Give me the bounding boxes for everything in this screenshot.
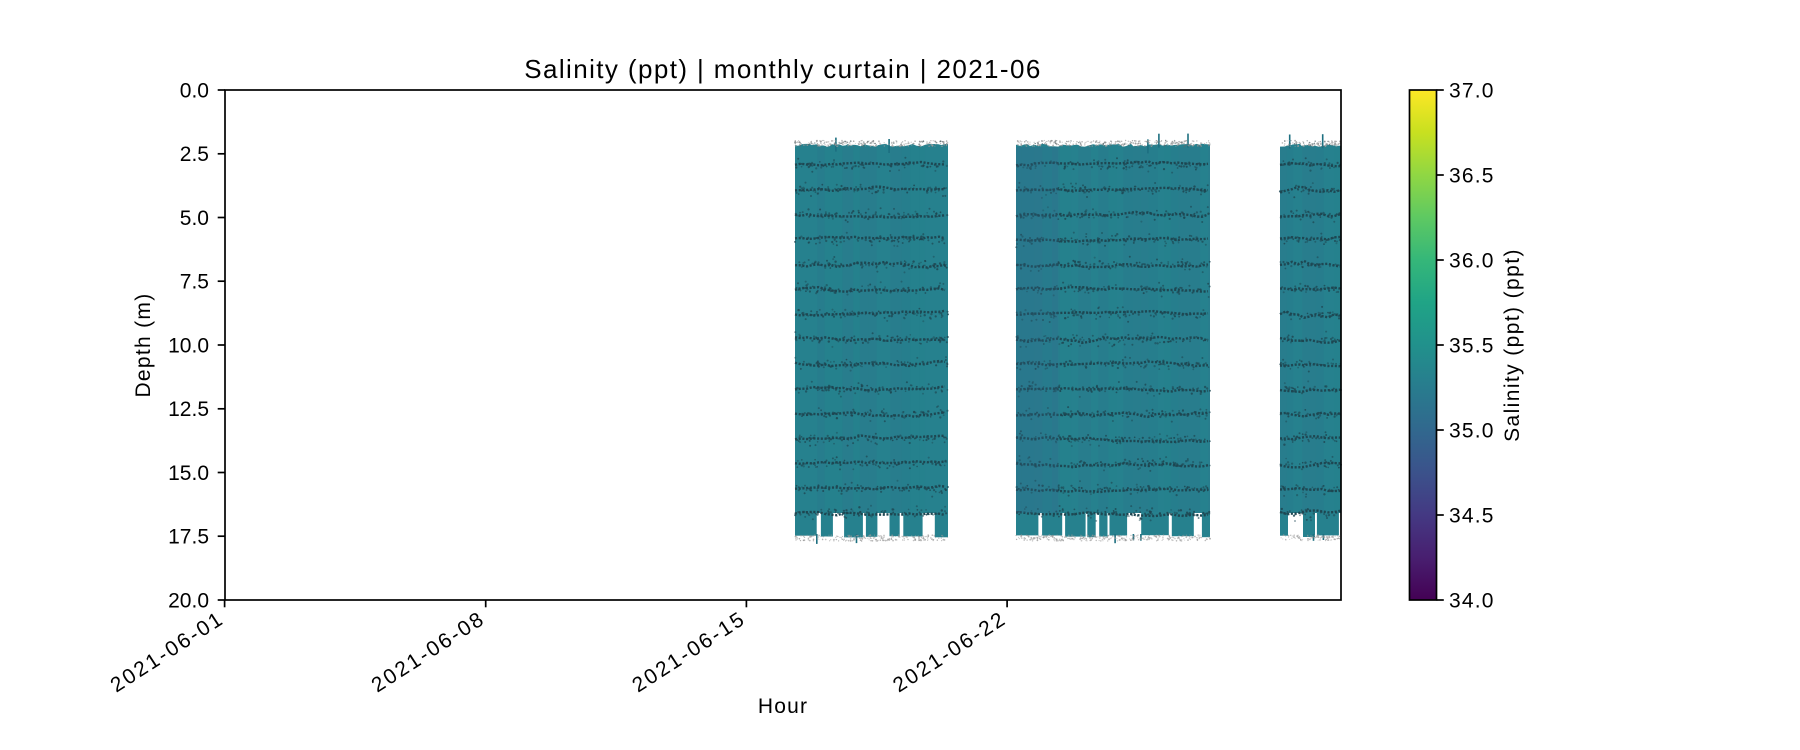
svg-text:17.5: 17.5 (168, 526, 209, 549)
svg-text:Salinity (ppt) (ppt): Salinity (ppt) (ppt) (1501, 248, 1524, 442)
svg-text:0.0: 0.0 (180, 79, 209, 102)
svg-text:36.5: 36.5 (1449, 164, 1495, 187)
svg-text:Salinity (ppt) | monthly curta: Salinity (ppt) | monthly curtain | 2021-… (524, 54, 1041, 84)
svg-text:12.5: 12.5 (168, 398, 209, 421)
svg-text:Hour: Hour (758, 695, 808, 718)
svg-text:Depth (m): Depth (m) (132, 292, 155, 397)
svg-text:34.0: 34.0 (1449, 589, 1495, 612)
svg-text:34.5: 34.5 (1449, 504, 1495, 527)
svg-text:35.0: 35.0 (1449, 419, 1495, 442)
svg-text:2.5: 2.5 (180, 143, 209, 166)
svg-text:36.0: 36.0 (1449, 249, 1495, 272)
svg-text:7.5: 7.5 (180, 271, 209, 294)
svg-text:5.0: 5.0 (180, 207, 209, 230)
svg-text:15.0: 15.0 (168, 462, 209, 485)
svg-text:20.0: 20.0 (168, 589, 209, 612)
svg-text:10.0: 10.0 (168, 334, 209, 357)
svg-text:37.0: 37.0 (1449, 79, 1495, 102)
svg-text:35.5: 35.5 (1449, 334, 1495, 357)
